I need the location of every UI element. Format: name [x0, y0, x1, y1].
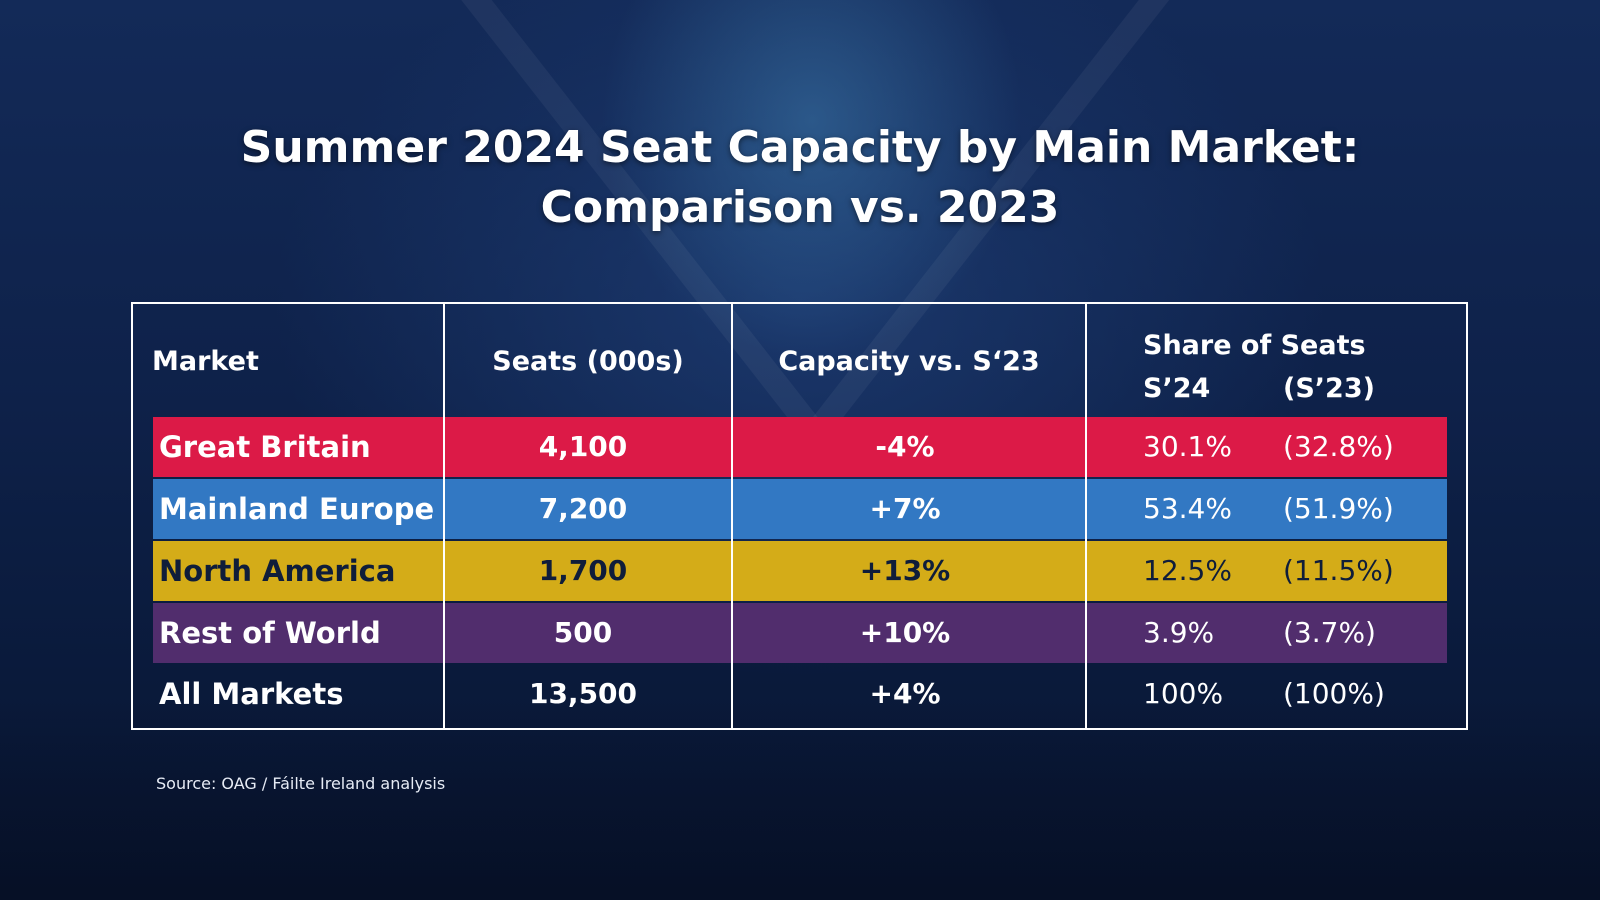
- cell-share-s23: (3.7%): [1283, 616, 1376, 649]
- cell-market: Rest of World: [159, 616, 381, 650]
- table-row: Mainland Europe 7,200 +7% 53.4% (51.9%): [153, 479, 1447, 539]
- header-share-s23: (S’23): [1283, 373, 1375, 404]
- cell-capacity: +7%: [869, 492, 941, 525]
- table-border: [131, 302, 1468, 730]
- cell-share-s24: 30.1%: [1143, 430, 1232, 463]
- cell-market: All Markets: [159, 677, 344, 711]
- column-divider: [731, 302, 733, 730]
- chart-title-line-2: Comparison vs. 2023: [540, 182, 1060, 233]
- cell-share-s23: (51.9%): [1283, 492, 1394, 525]
- cell-seats: 13,500: [528, 677, 638, 710]
- header-share: Share of Seats: [1143, 330, 1366, 361]
- table-row: Rest of World 500 +10% 3.9% (3.7%): [153, 603, 1447, 663]
- cell-share-s24: 100%: [1143, 677, 1224, 710]
- chart-title-line-1: Summer 2024 Seat Capacity by Main Market…: [240, 122, 1360, 173]
- cell-capacity: +10%: [859, 616, 951, 649]
- table-row: All Markets 13,500 +4% 100% (100%): [153, 664, 1447, 724]
- cell-seats: 7,200: [538, 492, 628, 525]
- table-row: Great Britain 4,100 -4% 30.1% (32.8%): [153, 417, 1447, 477]
- cell-seats: 1,700: [538, 554, 628, 587]
- cell-share-s24: 3.9%: [1143, 616, 1215, 649]
- cell-share-s23: (11.5%): [1283, 554, 1394, 587]
- source-note: Source: OAG / Fáilte Ireland analysis: [156, 774, 446, 793]
- cell-market: Mainland Europe: [159, 492, 435, 526]
- cell-share-s23: (100%): [1283, 677, 1385, 710]
- cell-seats: 500: [553, 616, 613, 649]
- cell-share-s23: (32.8%): [1283, 430, 1394, 463]
- cell-seats: 4,100: [538, 430, 628, 463]
- cell-capacity: -4%: [875, 430, 935, 463]
- cell-share-s24: 53.4%: [1143, 492, 1232, 525]
- cell-capacity: +13%: [859, 554, 951, 587]
- column-divider: [443, 302, 445, 730]
- cell-market: North America: [159, 554, 396, 588]
- background-floor: [0, 700, 1600, 900]
- header-share-s24: S’24: [1143, 373, 1211, 404]
- header-market: Market: [152, 346, 259, 377]
- column-divider: [1085, 302, 1087, 730]
- cell-capacity: +4%: [869, 677, 941, 710]
- header-seats: Seats (000s): [492, 346, 684, 377]
- table-row: North America 1,700 +13% 12.5% (11.5%): [153, 541, 1447, 601]
- cell-market: Great Britain: [159, 430, 371, 464]
- header-capacity: Capacity vs. S‘23: [778, 346, 1040, 377]
- chart-title: Summer 2024 Seat Capacity by Main Market…: [0, 118, 1600, 238]
- cell-share-s24: 12.5%: [1143, 554, 1232, 587]
